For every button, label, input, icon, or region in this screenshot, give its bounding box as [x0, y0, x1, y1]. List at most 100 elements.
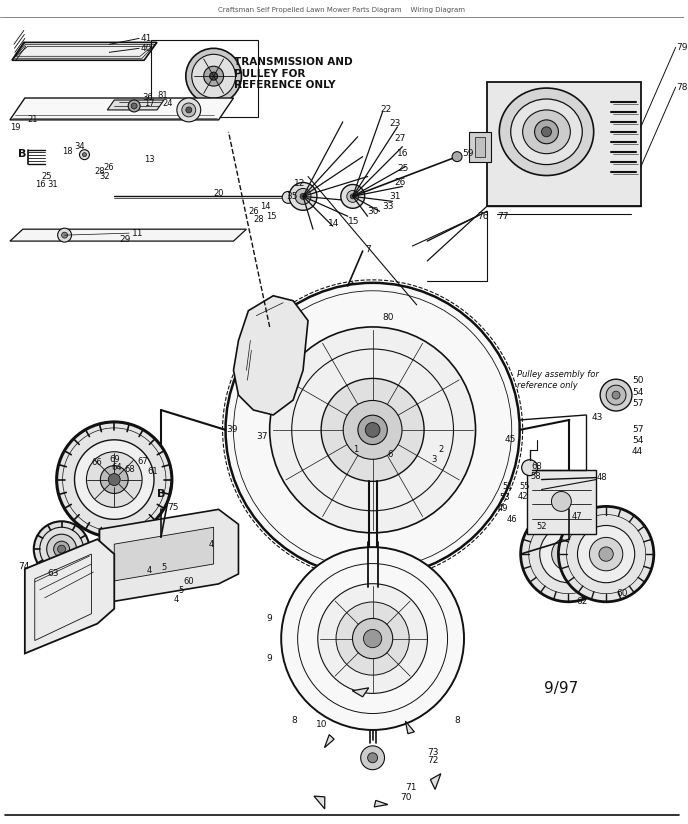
Text: 62: 62	[577, 597, 588, 606]
Polygon shape	[10, 229, 246, 241]
Circle shape	[343, 400, 402, 459]
Text: 63: 63	[47, 569, 59, 578]
Text: 6: 6	[387, 450, 393, 459]
Circle shape	[300, 194, 306, 199]
Text: 4: 4	[147, 566, 152, 575]
Polygon shape	[374, 800, 388, 807]
Text: 27: 27	[394, 134, 406, 143]
Circle shape	[452, 152, 462, 162]
Text: 41: 41	[140, 34, 151, 43]
Text: 70: 70	[400, 793, 412, 802]
Text: 74: 74	[18, 561, 30, 570]
Text: 9: 9	[266, 614, 272, 623]
Circle shape	[54, 541, 69, 557]
Text: 15: 15	[266, 212, 277, 221]
Circle shape	[347, 190, 358, 203]
Text: 3: 3	[431, 455, 437, 464]
Circle shape	[226, 283, 519, 577]
Text: 34: 34	[74, 143, 85, 151]
Text: 16: 16	[398, 149, 409, 158]
Text: 75: 75	[167, 503, 178, 512]
Circle shape	[108, 474, 120, 485]
Text: 60: 60	[184, 578, 195, 587]
Polygon shape	[10, 98, 233, 119]
Text: 60: 60	[616, 589, 627, 598]
Circle shape	[100, 466, 128, 494]
Polygon shape	[114, 527, 214, 581]
Text: 73: 73	[427, 748, 439, 757]
Circle shape	[182, 103, 196, 117]
Polygon shape	[431, 774, 441, 789]
Circle shape	[87, 452, 142, 508]
Text: 30: 30	[367, 207, 379, 216]
Text: 19: 19	[10, 124, 21, 133]
Text: 57: 57	[632, 425, 643, 434]
Text: 11: 11	[132, 228, 144, 237]
Text: 26: 26	[394, 178, 406, 187]
Circle shape	[367, 753, 378, 763]
Text: 12: 12	[294, 179, 305, 188]
Text: 13: 13	[144, 155, 155, 164]
Circle shape	[177, 98, 201, 122]
Text: 68: 68	[125, 465, 135, 474]
Text: 5: 5	[161, 563, 166, 572]
Text: 54: 54	[632, 387, 643, 396]
Circle shape	[363, 630, 382, 648]
Text: 28: 28	[94, 167, 105, 176]
Text: 67: 67	[137, 457, 148, 466]
Circle shape	[361, 746, 385, 770]
Text: 43: 43	[591, 414, 603, 423]
Text: 31: 31	[389, 192, 401, 201]
Text: 25: 25	[42, 172, 52, 181]
Text: 39: 39	[226, 425, 238, 434]
Circle shape	[74, 440, 154, 519]
Text: 80: 80	[383, 313, 394, 322]
Text: 64: 64	[111, 463, 122, 472]
Polygon shape	[233, 296, 308, 415]
Bar	[475, 137, 485, 157]
Circle shape	[535, 119, 559, 143]
Text: 61: 61	[147, 467, 158, 476]
Circle shape	[541, 127, 552, 137]
Polygon shape	[352, 688, 369, 697]
Circle shape	[186, 107, 192, 113]
Text: 47: 47	[571, 512, 582, 521]
Text: 31: 31	[47, 180, 58, 189]
Circle shape	[365, 423, 380, 438]
Text: 5: 5	[179, 587, 184, 596]
Circle shape	[521, 507, 616, 602]
Polygon shape	[325, 734, 334, 747]
Text: 25: 25	[398, 164, 409, 173]
Circle shape	[83, 152, 87, 157]
Text: 66: 66	[92, 458, 102, 467]
Circle shape	[600, 379, 632, 411]
Circle shape	[289, 182, 317, 210]
Text: 45: 45	[505, 435, 516, 444]
Text: 20: 20	[214, 189, 224, 198]
Text: 26: 26	[248, 207, 259, 216]
Circle shape	[559, 507, 654, 602]
Polygon shape	[12, 42, 157, 60]
Circle shape	[350, 194, 355, 199]
Text: 57: 57	[632, 399, 643, 408]
Circle shape	[577, 526, 635, 583]
Polygon shape	[99, 509, 239, 604]
Text: 21: 21	[28, 115, 39, 124]
Text: 48: 48	[596, 473, 607, 482]
Text: 35: 35	[286, 192, 298, 201]
Text: 7: 7	[365, 245, 372, 254]
Text: 8: 8	[454, 715, 460, 724]
Text: 9: 9	[266, 654, 272, 663]
Text: 10: 10	[316, 720, 327, 729]
Text: 8: 8	[291, 715, 297, 724]
Text: 77: 77	[497, 212, 508, 221]
Text: 68: 68	[532, 462, 542, 471]
Text: TRANSMISSION AND
PULLEY FOR
REFERENCE ONLY: TRANSMISSION AND PULLEY FOR REFERENCE ON…	[233, 58, 352, 91]
Text: 71: 71	[405, 783, 417, 792]
Circle shape	[599, 547, 613, 561]
Text: 51: 51	[503, 482, 513, 491]
Circle shape	[56, 422, 172, 537]
Circle shape	[131, 103, 137, 109]
Text: 22: 22	[380, 105, 391, 115]
Text: 79: 79	[677, 43, 688, 52]
